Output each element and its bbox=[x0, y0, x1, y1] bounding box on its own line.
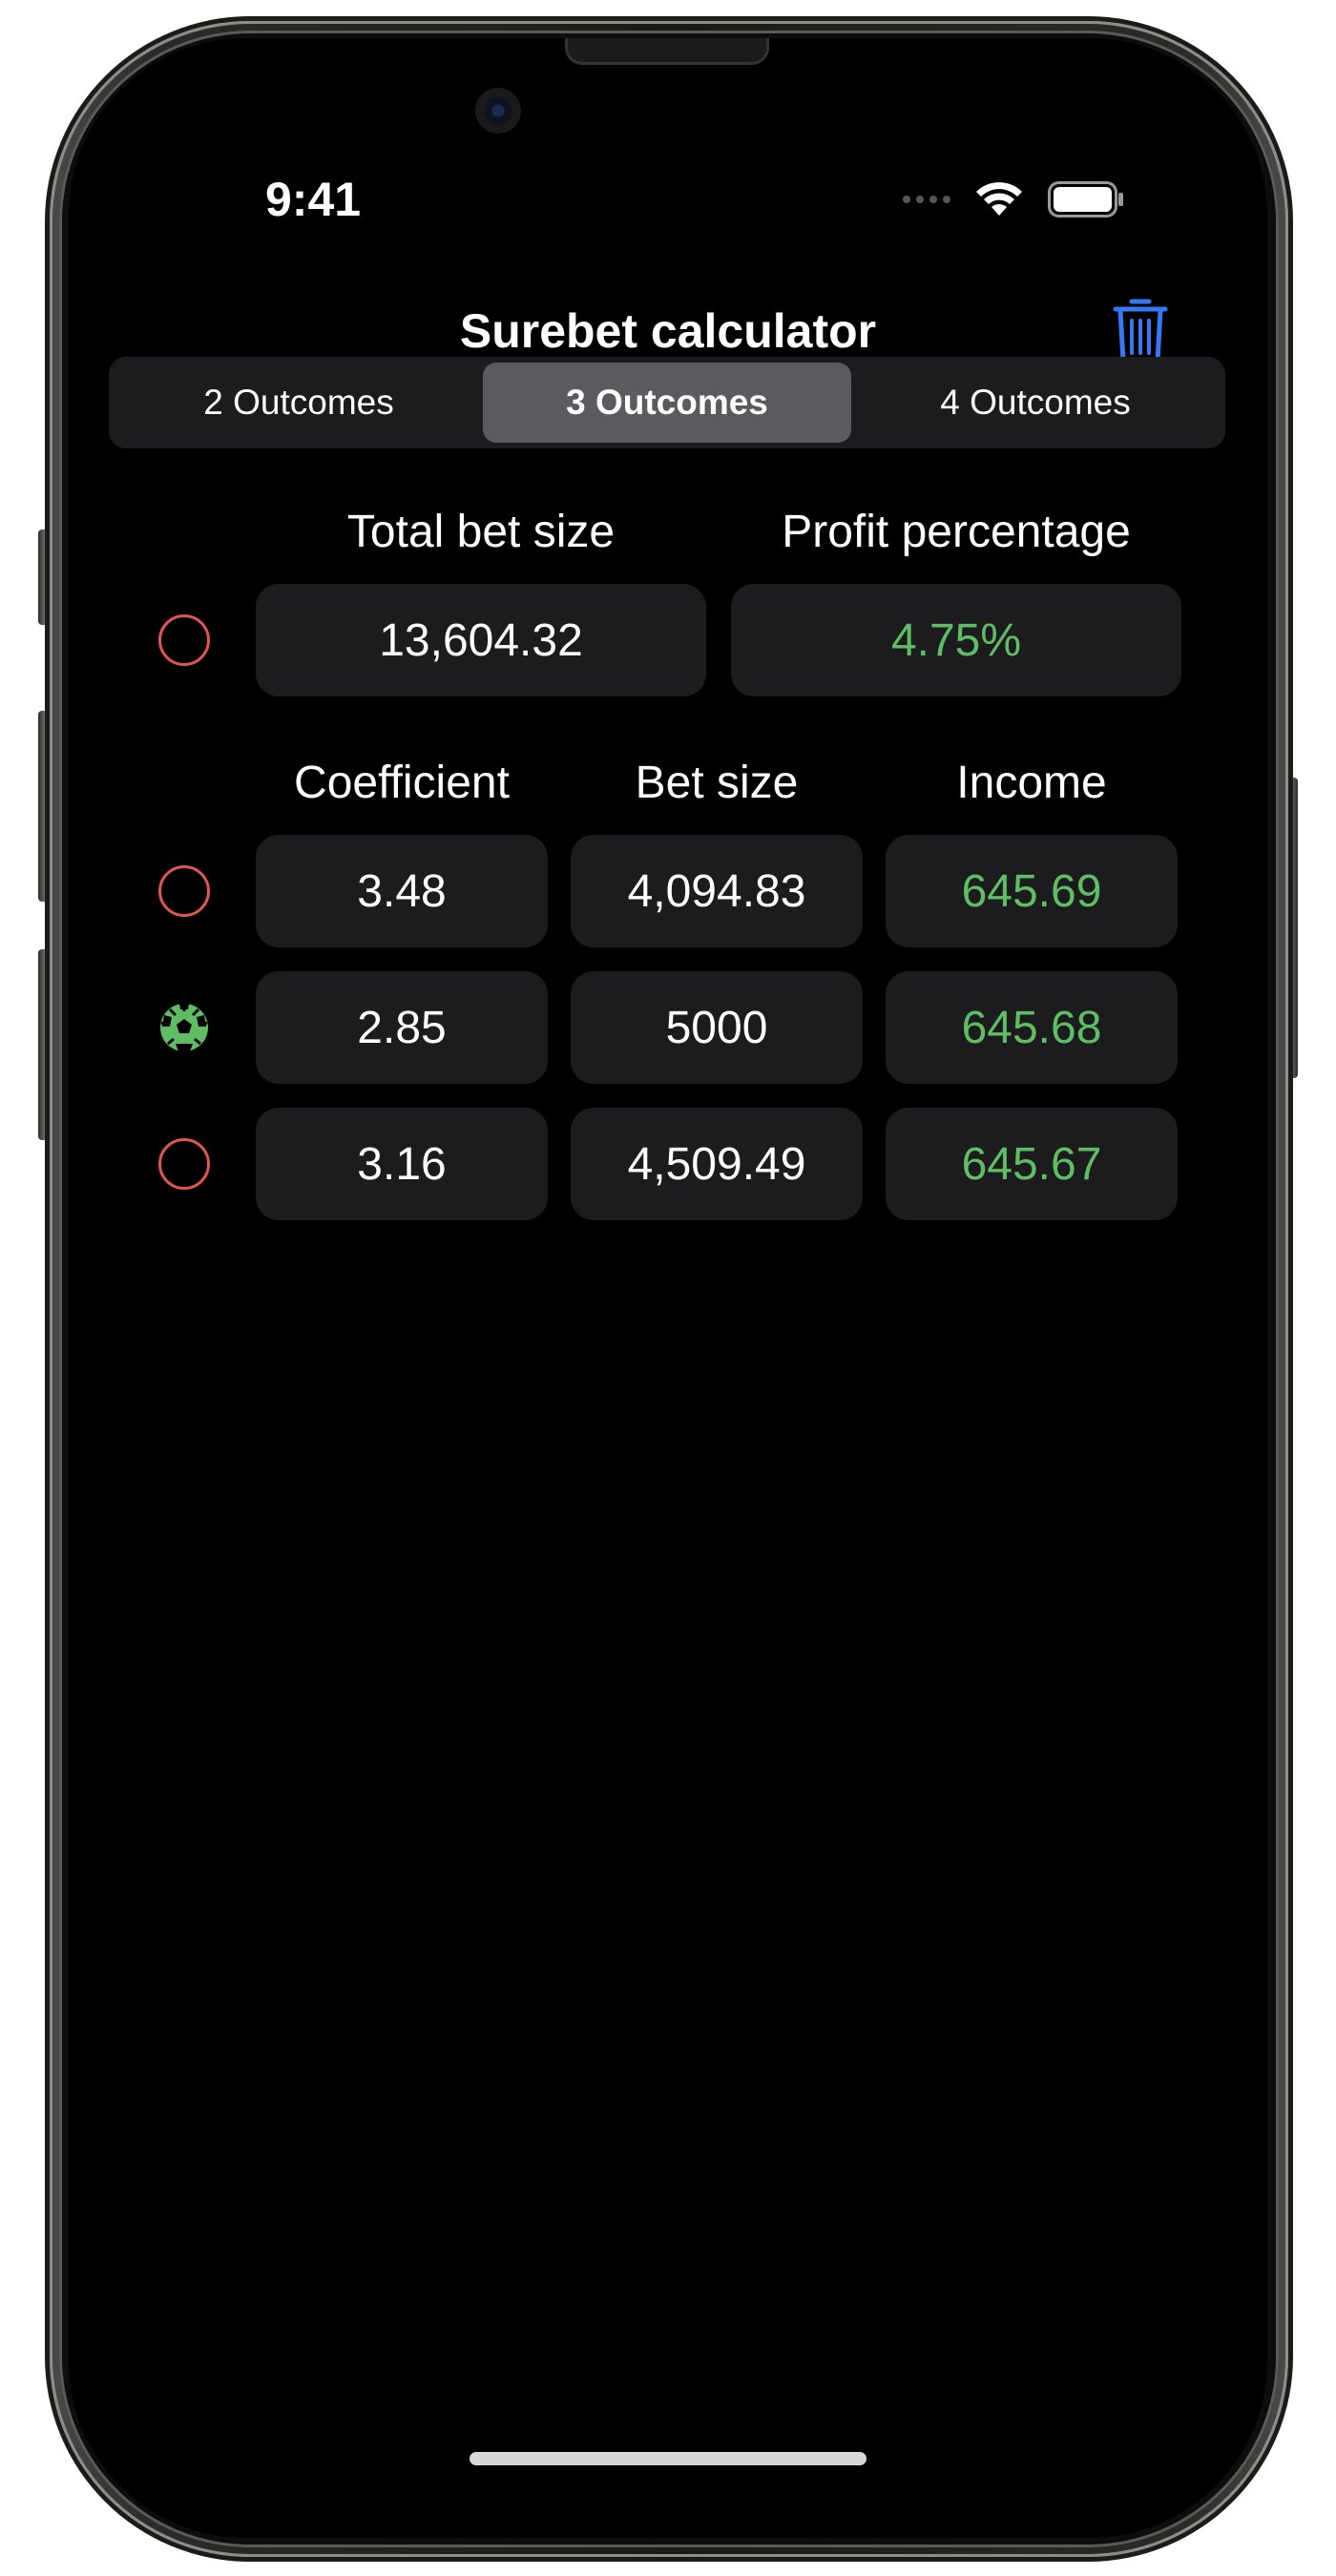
tab-3-outcomes[interactable]: 3 Outcomes bbox=[483, 363, 851, 443]
mute-switch bbox=[38, 530, 52, 625]
profit-percentage-label: Profit percentage bbox=[782, 507, 1131, 557]
outcome-1-radio-button[interactable] bbox=[158, 865, 210, 917]
profit-percentage-value: 4.75% bbox=[731, 584, 1181, 696]
outcome-1-coefficient-field[interactable]: 3.48 bbox=[256, 835, 548, 947]
outcome-3-coefficient-field[interactable]: 3.16 bbox=[256, 1108, 548, 1220]
phone-screen: 9:41 Surebet calculator 2 Outcomes 3 Out… bbox=[69, 38, 1267, 2538]
outcome-3-radio-button[interactable] bbox=[158, 1138, 210, 1190]
battery-icon bbox=[1048, 181, 1123, 218]
total-radio-button[interactable] bbox=[158, 614, 210, 666]
coefficient-label: Coefficient bbox=[294, 758, 510, 808]
cellular-signal-icon bbox=[903, 196, 950, 203]
camera-icon bbox=[475, 88, 521, 134]
volume-up-button bbox=[38, 711, 52, 902]
outcomes-segmented-control: 2 Outcomes 3 Outcomes 4 Outcomes bbox=[109, 357, 1225, 448]
tab-4-outcomes[interactable]: 4 Outcomes bbox=[940, 383, 1131, 422]
outcome-3-income-value: 645.67 bbox=[886, 1108, 1178, 1220]
total-bet-size-field[interactable]: 13,604.32 bbox=[256, 584, 706, 696]
status-time: 9:41 bbox=[265, 173, 362, 226]
volume-down-button bbox=[38, 949, 52, 1140]
total-bet-size-label: Total bet size bbox=[346, 507, 616, 557]
outcome-2-income-value: 645.68 bbox=[886, 971, 1178, 1084]
income-label: Income bbox=[956, 758, 1107, 808]
tab-2-outcomes[interactable]: 2 Outcomes bbox=[203, 383, 394, 422]
status-icons bbox=[903, 181, 1124, 218]
outcome-1-income-value: 645.69 bbox=[886, 835, 1178, 947]
outcome-1-bet-size-field[interactable]: 4,094.83 bbox=[571, 835, 863, 947]
outcome-2-coefficient-field[interactable]: 2.85 bbox=[256, 971, 548, 1084]
outcome-2-bet-size-field[interactable]: 5000 bbox=[571, 971, 863, 1084]
bet-size-label: Bet size bbox=[635, 758, 799, 808]
speaker-grille bbox=[565, 38, 769, 65]
football-icon[interactable] bbox=[158, 1002, 210, 1053]
outcome-3-bet-size-field[interactable]: 4,509.49 bbox=[571, 1108, 863, 1220]
page-title: Surebet calculator bbox=[459, 304, 877, 358]
wifi-icon bbox=[976, 182, 1022, 216]
home-indicator[interactable] bbox=[470, 2452, 866, 2465]
